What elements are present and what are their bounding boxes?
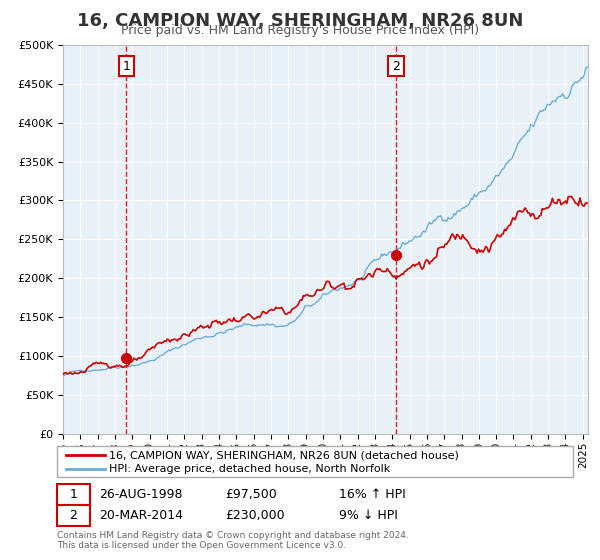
Text: Contains HM Land Registry data © Crown copyright and database right 2024.: Contains HM Land Registry data © Crown c… (57, 531, 409, 540)
Text: 16, CAMPION WAY, SHERINGHAM, NR26 8UN: 16, CAMPION WAY, SHERINGHAM, NR26 8UN (77, 12, 523, 30)
Text: 16% ↑ HPI: 16% ↑ HPI (339, 488, 406, 501)
Text: 26-AUG-1998: 26-AUG-1998 (99, 488, 182, 501)
Text: 16, CAMPION WAY, SHERINGHAM, NR26 8UN (detached house): 16, CAMPION WAY, SHERINGHAM, NR26 8UN (d… (109, 450, 459, 460)
Text: 1: 1 (69, 488, 77, 501)
Text: 2: 2 (69, 509, 77, 522)
Text: Price paid vs. HM Land Registry's House Price Index (HPI): Price paid vs. HM Land Registry's House … (121, 24, 479, 37)
Text: 1: 1 (122, 60, 130, 73)
Text: £97,500: £97,500 (225, 488, 277, 501)
Text: HPI: Average price, detached house, North Norfolk: HPI: Average price, detached house, Nort… (109, 464, 391, 474)
Text: 2: 2 (392, 60, 400, 73)
Text: £230,000: £230,000 (225, 509, 284, 522)
Text: 9% ↓ HPI: 9% ↓ HPI (339, 509, 398, 522)
Text: 20-MAR-2014: 20-MAR-2014 (99, 509, 183, 522)
Text: This data is licensed under the Open Government Licence v3.0.: This data is licensed under the Open Gov… (57, 541, 346, 550)
